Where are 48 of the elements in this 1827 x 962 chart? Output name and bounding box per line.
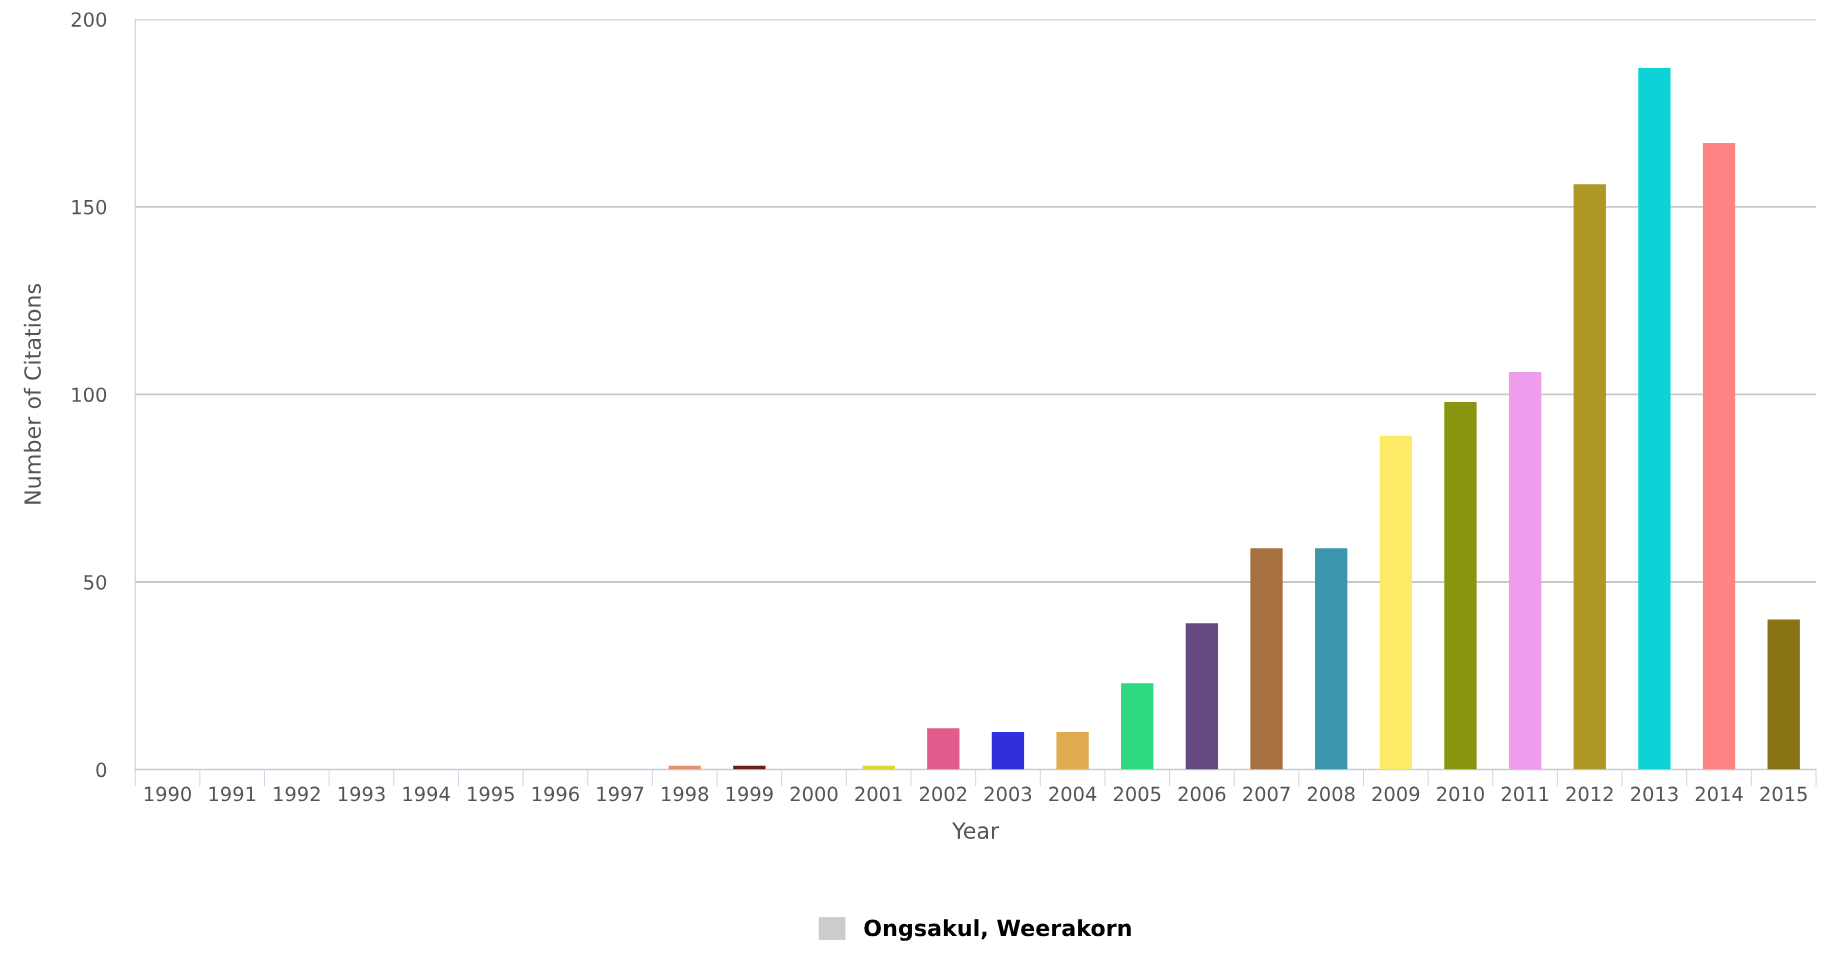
x-tick-label: 1991: [209, 786, 256, 802]
x-tick-label: 1996: [532, 786, 579, 802]
x-tick-label: 1999: [726, 786, 773, 802]
bar: [1250, 548, 1283, 770]
y-axis-title: Number of Citations: [23, 284, 41, 504]
x-tick-label: 1995: [468, 786, 514, 802]
x-tick-label: 2005: [1113, 786, 1161, 802]
bar: [1702, 143, 1736, 770]
x-tick-label: 1998: [662, 786, 709, 802]
x-tick-label: 2004: [1049, 786, 1097, 802]
x-tick-label: 2000: [790, 786, 838, 802]
bar: [927, 728, 960, 770]
bar: [991, 732, 1025, 770]
bar: [1508, 371, 1542, 770]
x-tick-label: 1997: [597, 786, 644, 802]
x-tick-label: 2002: [919, 786, 967, 802]
y-tick-label: 50: [84, 574, 107, 590]
x-tick-label: 1990: [144, 786, 191, 802]
x-tick-label: 2007: [1243, 786, 1290, 802]
x-tick-label: 1994: [403, 786, 450, 802]
x-tick-label: 1993: [338, 786, 385, 802]
y-tick-label: 0: [96, 762, 107, 778]
bar: [1121, 683, 1154, 770]
bar: [1185, 623, 1219, 770]
x-tick-label: 2003: [984, 786, 1032, 802]
x-tick-label: 2009: [1372, 786, 1420, 802]
x-tick-label: 2011: [1501, 786, 1549, 802]
x-tick-label: 2012: [1566, 786, 1613, 802]
y-tick-label: 100: [72, 387, 107, 403]
x-tick-label: 2006: [1178, 786, 1226, 802]
text: Ongsakul, Weerakorn: [864, 919, 1131, 941]
bar: [1379, 435, 1412, 770]
x-axis-title: Year: [952, 822, 1000, 839]
x-tick-label: 2014: [1695, 786, 1743, 802]
x-tick-label: 2013: [1631, 786, 1678, 802]
bar: [1315, 548, 1348, 770]
x-tick-label: 2008: [1307, 786, 1355, 802]
x-tick-label: 2001: [855, 786, 902, 802]
x-tick-label: 2015: [1760, 786, 1807, 802]
bar: [1444, 401, 1477, 770]
y-tick-label: 150: [72, 199, 107, 215]
bar: [1767, 619, 1800, 770]
bar: [1056, 732, 1089, 770]
x-tick-label: 2010: [1437, 786, 1484, 802]
bar: [1638, 68, 1671, 770]
y-tick-label: 200: [71, 12, 107, 27]
x-tick-label: 1992: [274, 786, 320, 802]
bar: [1573, 184, 1606, 770]
